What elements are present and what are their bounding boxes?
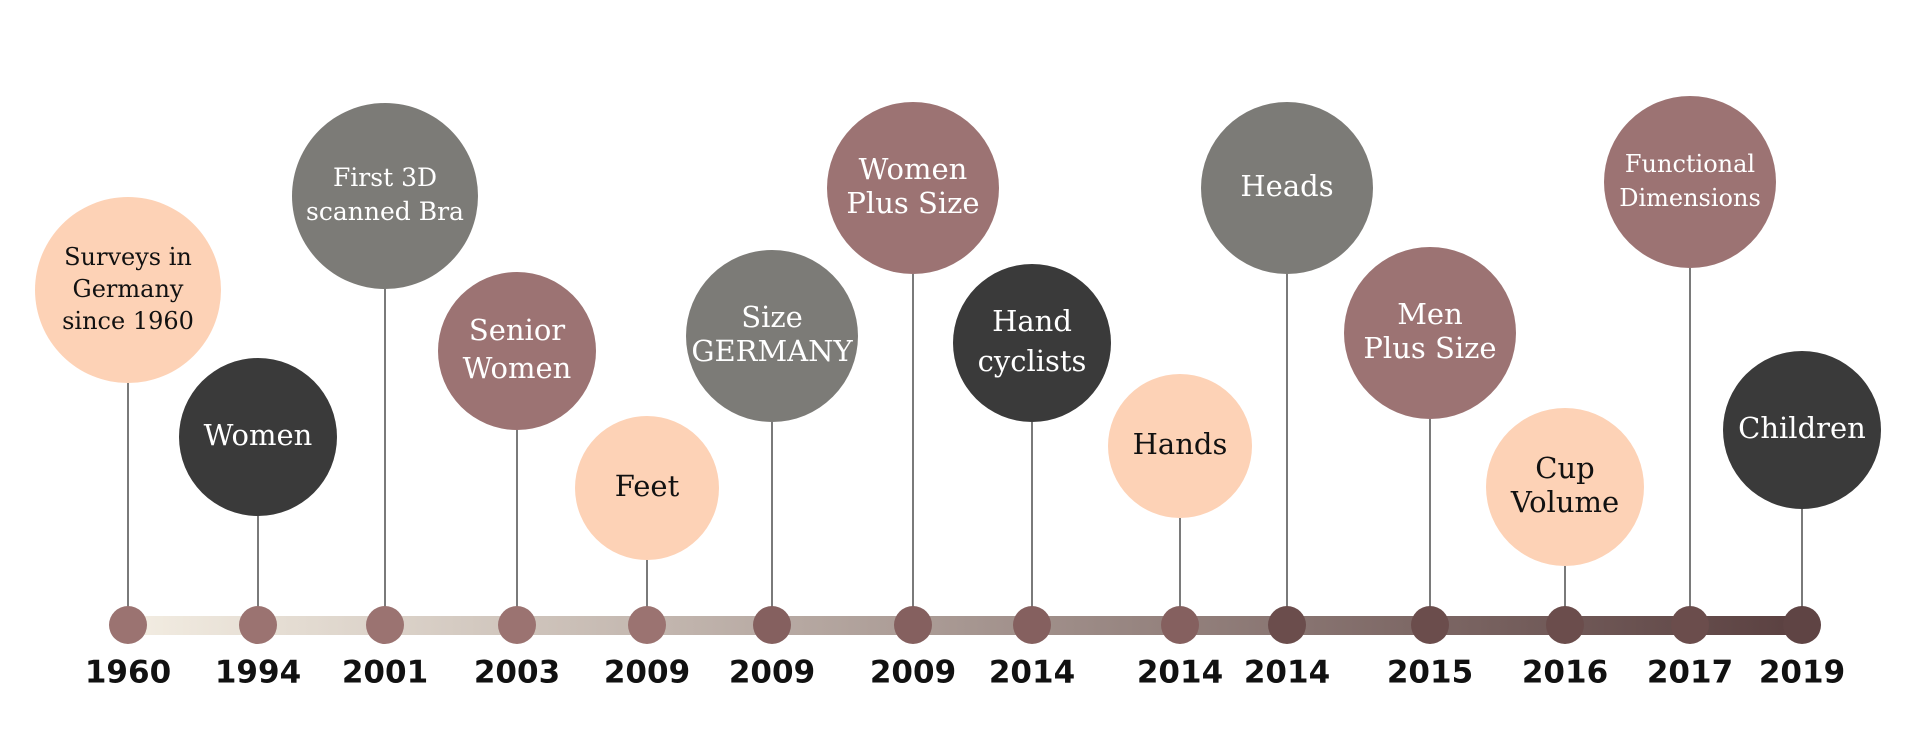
timeline-event: Heads 2014 bbox=[1201, 102, 1373, 691]
event-dot bbox=[239, 606, 277, 644]
event-label-line: Hands bbox=[1133, 427, 1228, 461]
event-dot bbox=[1411, 606, 1449, 644]
event-circle bbox=[292, 103, 478, 289]
event-year: 2014 bbox=[1244, 655, 1330, 691]
event-circle bbox=[35, 197, 221, 383]
event-label-line: Women bbox=[204, 418, 313, 452]
event-year: 1960 bbox=[85, 655, 171, 691]
event-label-line: GERMANY bbox=[691, 334, 853, 368]
event-dot bbox=[1783, 606, 1821, 644]
event-label-line: Children bbox=[1738, 411, 1866, 445]
event-circle bbox=[1604, 96, 1776, 268]
event-label: Feet bbox=[615, 469, 680, 503]
event-label-line: Volume bbox=[1510, 485, 1619, 519]
event-label: Hand cyclists bbox=[978, 304, 1087, 378]
event-circle bbox=[575, 416, 719, 560]
event-dot bbox=[1671, 606, 1709, 644]
event-label-line: Women bbox=[859, 152, 968, 186]
event-label-line: Cup bbox=[1535, 451, 1594, 485]
event-label: Heads bbox=[1240, 169, 1333, 203]
event-label-line: cyclists bbox=[978, 344, 1087, 378]
timeline-event: First 3D scanned Bra 2001 bbox=[292, 103, 478, 691]
event-label-line: Plus Size bbox=[1363, 331, 1496, 365]
event-dot bbox=[1268, 606, 1306, 644]
event-year: 2016 bbox=[1522, 655, 1608, 691]
event-year: 2019 bbox=[1759, 655, 1845, 691]
event-circle bbox=[686, 250, 858, 422]
timeline-event: Functional Dimensions 2017 bbox=[1604, 96, 1776, 691]
event-circle bbox=[1344, 247, 1516, 419]
event-year: 2009 bbox=[604, 655, 690, 691]
timeline-event: Hands 2014 bbox=[1108, 374, 1252, 691]
event-dot bbox=[1546, 606, 1584, 644]
timeline-event: Feet 2009 bbox=[575, 416, 719, 691]
event-circle bbox=[1723, 351, 1881, 509]
event-label: Hands bbox=[1133, 427, 1228, 461]
event-label-line: Surveys in bbox=[64, 243, 192, 271]
event-year: 2015 bbox=[1387, 655, 1473, 691]
event-circle bbox=[953, 264, 1111, 422]
timeline-event: Surveys in Germany since 1960 1960 bbox=[35, 197, 221, 691]
event-label-line: First 3D bbox=[333, 163, 437, 192]
event-dot bbox=[1013, 606, 1051, 644]
event-year: 2003 bbox=[474, 655, 560, 691]
event-label: Senior Women bbox=[463, 313, 572, 385]
event-year: 2014 bbox=[1137, 655, 1223, 691]
event-label-line: Hand bbox=[992, 304, 1072, 338]
event-circle bbox=[827, 102, 999, 274]
event-year: 2001 bbox=[342, 655, 428, 691]
event-label-line: Plus Size bbox=[846, 186, 979, 220]
timeline-event: Men Plus Size 2015 bbox=[1344, 247, 1516, 691]
event-label: Women Plus Size bbox=[846, 152, 979, 220]
timeline-event: Hand cyclists 2014 bbox=[953, 264, 1111, 691]
event-label-line: scanned Bra bbox=[306, 197, 464, 226]
event-dot bbox=[894, 606, 932, 644]
event-label-line: Size bbox=[741, 300, 803, 334]
event-label-line: Germany bbox=[73, 275, 184, 303]
event-circle bbox=[1486, 408, 1644, 566]
event-year: 1994 bbox=[215, 655, 301, 691]
event-label: Size GERMANY bbox=[691, 300, 853, 368]
event-year: 2009 bbox=[729, 655, 815, 691]
event-dot bbox=[753, 606, 791, 644]
timeline-bar bbox=[128, 616, 1804, 635]
event-label-line: Heads bbox=[1240, 169, 1333, 203]
event-label: Children bbox=[1738, 411, 1866, 445]
timeline-event: Cup Volume 2016 bbox=[1486, 408, 1644, 691]
event-circle bbox=[179, 358, 337, 516]
timeline-event: Senior Women 2003 bbox=[438, 272, 596, 691]
timeline-event: Children 2019 bbox=[1723, 351, 1881, 691]
event-label: Functional Dimensions bbox=[1619, 150, 1761, 212]
event-dot bbox=[1161, 606, 1199, 644]
event-label: Men Plus Size bbox=[1363, 297, 1496, 365]
event-year: 2017 bbox=[1647, 655, 1733, 691]
event-label-line: Senior bbox=[469, 313, 565, 347]
event-circle bbox=[1201, 102, 1373, 274]
event-year: 2009 bbox=[870, 655, 956, 691]
event-label: First 3D scanned Bra bbox=[306, 163, 464, 226]
event-label-line: Women bbox=[463, 351, 572, 385]
timeline-event: Women 1994 bbox=[179, 358, 337, 691]
event-label-line: Men bbox=[1397, 297, 1463, 331]
event-label-line: Feet bbox=[615, 469, 680, 503]
event-dot bbox=[109, 606, 147, 644]
event-dot bbox=[498, 606, 536, 644]
event-label-line: Dimensions bbox=[1619, 184, 1761, 212]
event-label: Surveys in Germany since 1960 bbox=[62, 243, 194, 335]
event-label-line: since 1960 bbox=[62, 307, 194, 335]
event-dot bbox=[628, 606, 666, 644]
event-circle bbox=[1108, 374, 1252, 518]
event-year: 2014 bbox=[989, 655, 1075, 691]
event-label: Cup Volume bbox=[1510, 451, 1619, 519]
event-dot bbox=[366, 606, 404, 644]
timeline-event: Size GERMANY 2009 bbox=[686, 250, 858, 691]
event-label-line: Functional bbox=[1625, 150, 1755, 178]
event-label: Women bbox=[204, 418, 313, 452]
event-circle bbox=[438, 272, 596, 430]
timeline-event: Women Plus Size 2009 bbox=[827, 102, 999, 691]
